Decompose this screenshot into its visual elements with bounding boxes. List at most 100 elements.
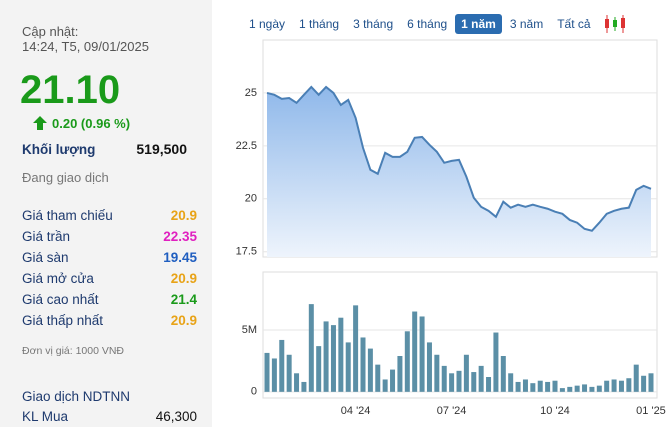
volume-bar — [360, 337, 366, 392]
row-value: 20.9 — [170, 208, 197, 223]
volume-bar — [316, 346, 322, 392]
volume-bar — [375, 364, 381, 392]
volume-bar — [604, 380, 610, 392]
volume-bar — [611, 379, 617, 392]
volume-bar — [574, 385, 580, 392]
volume-bar — [412, 311, 418, 392]
volume-bar — [264, 352, 270, 392]
range-tabs: 1 ngày 1 tháng 3 tháng 6 tháng 1 năm 3 năm Tất… — [243, 14, 599, 34]
volume-bar — [382, 379, 388, 392]
volume-bar — [441, 365, 447, 392]
row-value: 21.4 — [170, 292, 197, 307]
buy-label: KL Mua — [22, 409, 69, 424]
y-tick-label: 5M — [242, 324, 257, 336]
volume-bar — [330, 325, 336, 392]
volume-frame — [262, 271, 658, 399]
x-tick-label: 07 '24 — [437, 405, 467, 417]
price: 21.10 — [20, 68, 121, 112]
volume-bar — [286, 354, 292, 392]
volume-bar — [486, 377, 492, 392]
range-tab[interactable]: 6 tháng — [407, 17, 448, 31]
row-label: Giá trần — [22, 229, 71, 244]
volume-bar — [493, 332, 499, 392]
range-tab[interactable]: 3 tháng — [353, 17, 394, 31]
row-value: 22.35 — [163, 229, 197, 244]
row-label: Giá cao nhất — [22, 292, 99, 307]
range-tab[interactable]: 1 ngày — [249, 17, 286, 31]
volume-bar — [641, 375, 647, 392]
volume-bar — [338, 317, 344, 392]
price-area — [267, 86, 651, 257]
range-tab[interactable]: 3 năm — [509, 17, 544, 31]
volume-bar — [633, 364, 639, 392]
volume-bar — [279, 339, 285, 392]
volume-bar — [508, 373, 514, 392]
y-tick-label: 0 — [251, 386, 257, 398]
volume-bar — [308, 304, 314, 392]
up-arrow — [33, 116, 47, 130]
volume-bar — [552, 380, 558, 392]
volume-label: Khối lượng — [22, 142, 96, 157]
volume-bar — [559, 388, 565, 392]
row-value: 19.45 — [163, 250, 197, 265]
volume-bar — [537, 380, 543, 392]
volume-bar — [463, 354, 469, 392]
volume-bar — [301, 381, 307, 392]
volume-bar — [345, 342, 351, 392]
volume-bar — [618, 380, 624, 392]
volume-bar — [589, 386, 595, 392]
volume-bar — [596, 385, 602, 392]
row-label: Giá thấp nhất — [22, 313, 104, 328]
volume-bar — [456, 370, 462, 392]
volume-bar — [471, 372, 477, 392]
volume-value: 519,500 — [136, 141, 187, 157]
foreign-title: Giao dịch NDTNN — [22, 389, 131, 404]
status: Đang giao dịch — [22, 170, 109, 185]
range-tab[interactable]: 1 năm — [455, 14, 502, 34]
volume-bar — [582, 384, 588, 392]
volume-bar — [397, 356, 403, 392]
volume-bar — [404, 331, 410, 392]
volume-bar — [323, 321, 329, 392]
row-label: Giá mở cửa — [22, 271, 94, 286]
volume-bar — [271, 358, 277, 392]
y-tick-label: 25 — [245, 87, 257, 99]
x-tick-label: 01 '25 — [636, 405, 666, 417]
volume-bar — [478, 365, 484, 392]
candle-icon[interactable] — [603, 13, 627, 35]
row-value: 20.9 — [170, 271, 197, 286]
y-tick-label: 17.5 — [236, 246, 257, 258]
update-label: Cập nhật: — [22, 24, 79, 39]
price-line — [266, 85, 652, 232]
volume-bar — [530, 383, 536, 392]
volume-bar — [567, 386, 573, 392]
price-change: 0.20 (0.96 %) — [52, 116, 131, 131]
volume-bar — [648, 373, 654, 392]
range-tab[interactable]: Tất cả — [557, 17, 591, 31]
row-label: Giá sàn — [22, 250, 69, 265]
row-label: Giá tham chiếu — [22, 208, 113, 223]
volume-bar — [294, 373, 300, 392]
volume-bar — [434, 354, 440, 392]
y-tick-label: 20 — [245, 193, 257, 205]
volume-bar — [449, 373, 455, 392]
volume-bar — [353, 305, 359, 392]
range-tab[interactable]: 1 tháng — [299, 17, 340, 31]
volume-bar — [522, 379, 528, 392]
volume-bar — [426, 342, 432, 392]
volume-bar — [419, 316, 425, 392]
x-tick-label: 04 '24 — [341, 405, 371, 417]
volume-bar — [515, 381, 521, 392]
unit-note: Đơn vị giá: 1000 VNĐ — [22, 345, 125, 357]
volume-bar — [367, 348, 373, 392]
y-tick-label: 22.5 — [236, 140, 257, 152]
volume-bar — [626, 378, 632, 392]
volume-bar — [545, 381, 551, 392]
volume-bar — [500, 356, 506, 392]
info-panel: Cập nhật: 14:24, T5, 09/01/2025 21.10 0.… — [0, 0, 212, 427]
row-value: 20.9 — [170, 313, 197, 328]
x-tick-label: 10 '24 — [540, 405, 570, 417]
volume-bar — [390, 369, 396, 392]
